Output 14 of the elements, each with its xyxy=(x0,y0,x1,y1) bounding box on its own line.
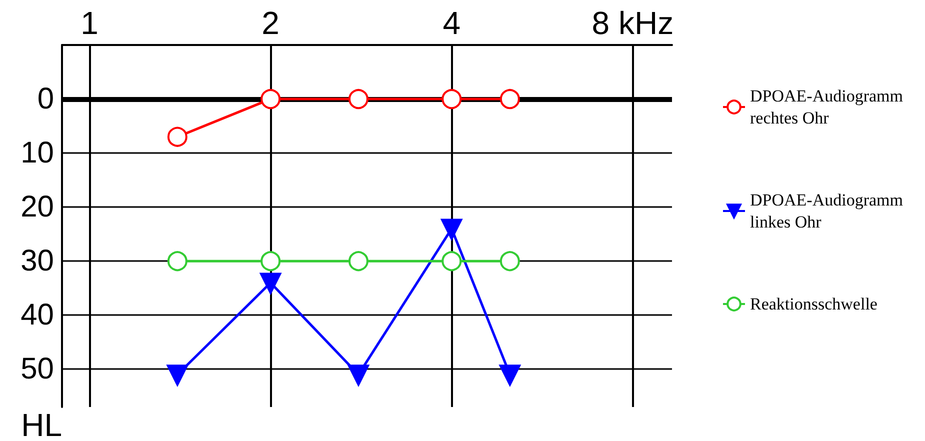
x-tick-label: 8 kHz xyxy=(592,5,674,41)
y-tick-label: 20 xyxy=(20,190,54,224)
y-tick-label: 0 xyxy=(37,82,54,116)
x-tick-label: 4 xyxy=(442,5,461,41)
y-axis-title: HL xyxy=(21,407,62,441)
x-tick-label: 2 xyxy=(262,5,280,41)
x-tick-label: 1 xyxy=(80,5,98,41)
y-tick-label: 10 xyxy=(20,136,54,170)
legend-label: Reaktionsschwelle xyxy=(750,294,878,314)
legend-label: DPOAE-Audiogramm rechtes Ohr xyxy=(750,86,908,128)
y-tick-label: 50 xyxy=(20,352,54,386)
y-tick-label: 40 xyxy=(20,298,54,332)
legend-label: DPOAE-Audiogramm linkes Ohr xyxy=(750,190,908,232)
y-tick-label: 30 xyxy=(20,244,54,278)
